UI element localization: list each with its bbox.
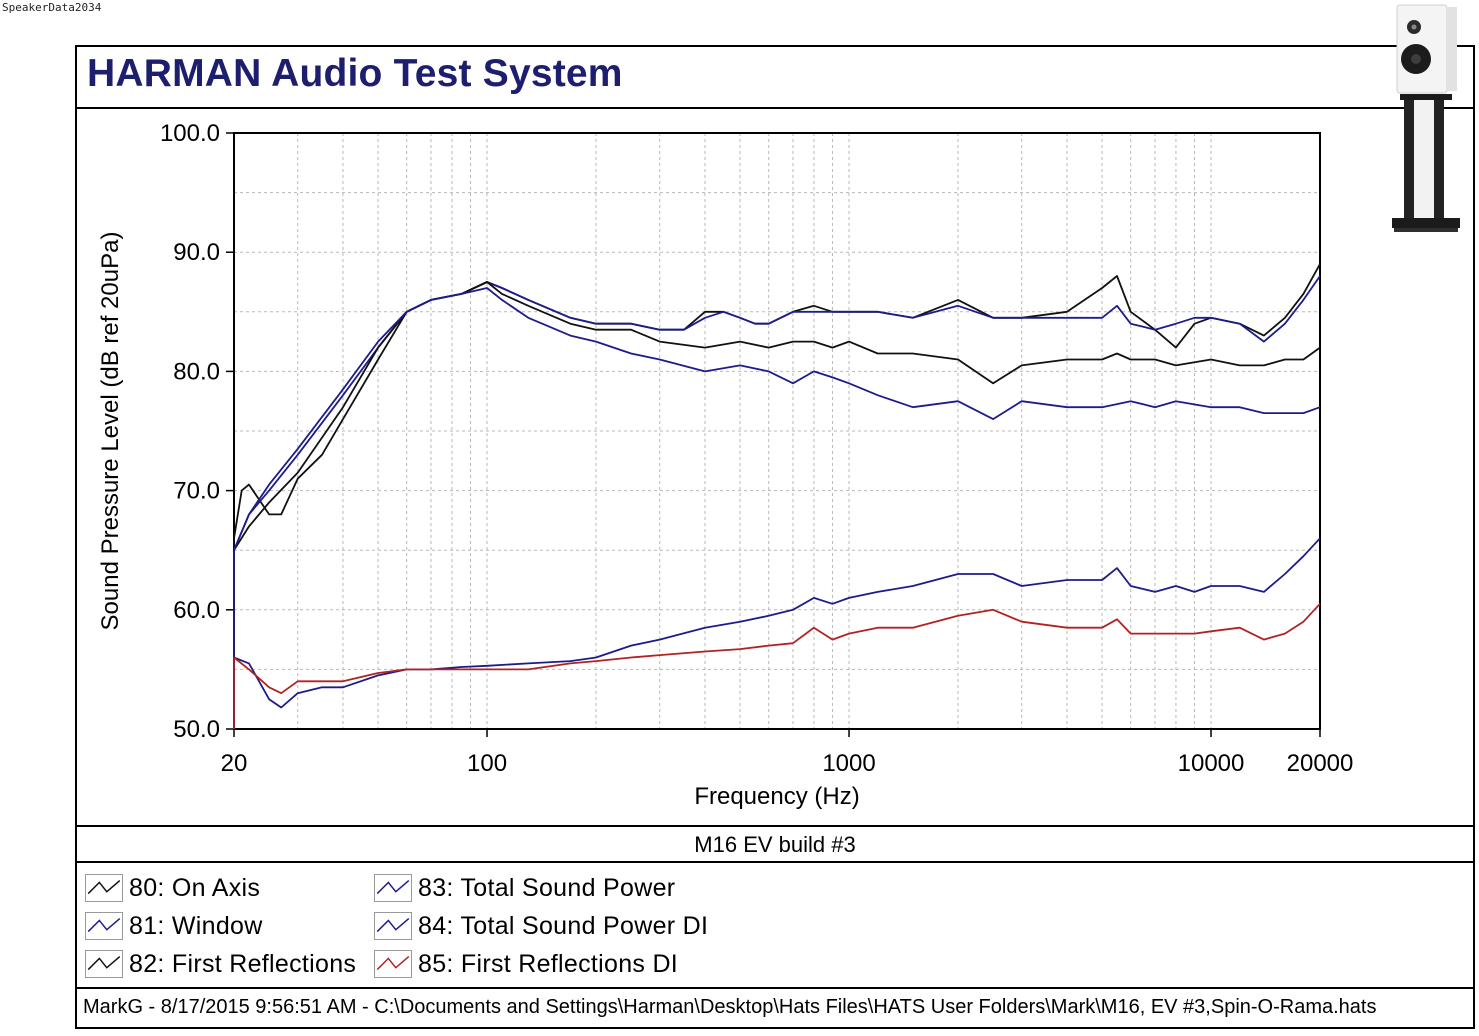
series-line (233, 603, 1321, 695)
legend-swatch-icon (85, 912, 123, 940)
legend-item-total-sound-power: 83: Total Sound Power (374, 871, 675, 905)
y-tick-label: 90.0 (173, 239, 220, 266)
legend-label: 80: On Axis (129, 873, 261, 902)
y-tick-label: 70.0 (173, 478, 220, 505)
y-tick-label: 60.0 (173, 597, 220, 624)
legend-label: 84: Total Sound Power DI (418, 911, 709, 940)
report-frame: HARMAN Audio Test System 50.0 60.0 70.0 80.… (75, 45, 1475, 1029)
legend-label: 81: Window (129, 911, 263, 940)
x-tick-label: 20 (221, 750, 248, 777)
test-name: M16 EV build #3 (694, 832, 856, 857)
legend-swatch-icon (85, 874, 123, 902)
legend-item-total-sound-power-di: 84: Total Sound Power DI (374, 909, 708, 943)
series-line (233, 537, 1321, 709)
x-tick-label: 10000 (1178, 750, 1245, 777)
watermark: SpeakerData2034 (2, 1, 102, 14)
frequency-response-chart: 50.0 60.0 70.0 80.0 90.0 100.0 20 100 1000 10000 2… (97, 120, 1354, 810)
y-tick-label: 50.0 (173, 716, 220, 743)
legend-label: 82: First Reflections (129, 949, 357, 978)
legend-swatch-icon (374, 912, 412, 940)
legend-swatch-icon (374, 874, 412, 902)
legend-item-on-axis: 80: On Axis (85, 871, 260, 905)
y-tick-label: 80.0 (173, 358, 220, 385)
report-title: HARMAN Audio Test System (87, 52, 623, 95)
test-name-bar: M16 EV build #3 (77, 825, 1473, 863)
legend-item-window: 81: Window (85, 909, 263, 943)
x-tick-label: 20000 (1287, 750, 1354, 777)
plot-frame (233, 132, 1321, 730)
bookshelf-speaker-on-stand-icon (1392, 4, 1460, 232)
legend-swatch-icon (85, 950, 123, 978)
file-path: MarkG - 8/17/2015 9:56:51 AM - C:\Docume… (83, 996, 1377, 1018)
y-axis-label: Sound Pressure Level (dB ref 20uPa) (97, 232, 124, 631)
legend: 80: On Axis 81: Window 82: First Reflect… (77, 861, 1473, 989)
chart-area: 50.0 60.0 70.0 80.0 90.0 100.0 20 100 1000 10000 2… (77, 109, 1473, 825)
series-line (233, 263, 1321, 539)
legend-item-first-reflections-di: 85: First Reflections DI (374, 947, 678, 981)
x-axis-label: Frequency (Hz) (694, 783, 859, 810)
series-line (233, 275, 1321, 551)
y-tick-label: 100.0 (160, 120, 220, 147)
series-line (233, 287, 1321, 551)
legend-item-first-reflections: 82: First Reflections (85, 947, 356, 981)
legend-swatch-icon (374, 950, 412, 978)
title-bar: HARMAN Audio Test System (77, 47, 1473, 109)
legend-label: 83: Total Sound Power (418, 873, 676, 902)
footer: MarkG - 8/17/2015 9:56:51 AM - C:\Docume… (77, 987, 1473, 1027)
x-tick-label: 100 (467, 750, 507, 777)
legend-label: 85: First Reflections DI (418, 949, 679, 978)
x-tick-label: 1000 (822, 750, 875, 777)
